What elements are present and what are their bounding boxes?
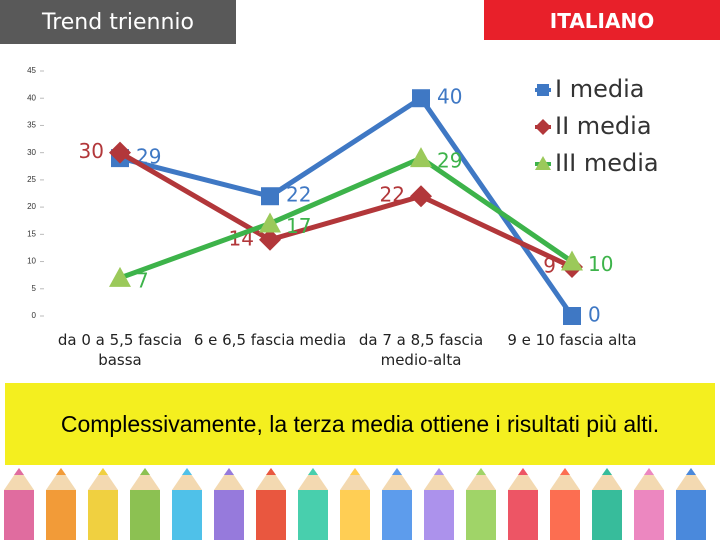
x-tick-label: da 0 a 5,5 fascia bassa bbox=[57, 331, 183, 369]
pencil bbox=[256, 490, 286, 540]
pencil-tip bbox=[172, 468, 202, 490]
data-label: 22 bbox=[380, 183, 405, 207]
marker bbox=[537, 84, 549, 96]
pencil-lead bbox=[518, 468, 528, 475]
pencil-lead bbox=[476, 468, 486, 475]
pencil-tip bbox=[550, 468, 580, 490]
marker bbox=[259, 212, 281, 233]
pencil-tip bbox=[340, 468, 370, 490]
pencil-tip bbox=[214, 468, 244, 490]
marker bbox=[109, 266, 131, 287]
pencil bbox=[88, 490, 118, 540]
marker bbox=[109, 141, 131, 164]
data-label: 7 bbox=[136, 268, 149, 292]
pencil bbox=[46, 490, 76, 540]
y-tick-label: 45 bbox=[27, 66, 36, 75]
data-label: 0 bbox=[588, 303, 601, 327]
pencil bbox=[466, 490, 496, 540]
pencil bbox=[424, 490, 454, 540]
pencil bbox=[4, 490, 34, 540]
pencil-lead bbox=[182, 468, 192, 475]
marker bbox=[563, 307, 581, 325]
series-line bbox=[119, 155, 574, 281]
pencil-lead bbox=[350, 468, 360, 475]
pencil-tip bbox=[592, 468, 622, 490]
data-label: 10 bbox=[588, 252, 613, 276]
pencil bbox=[550, 490, 580, 540]
pencil bbox=[130, 490, 160, 540]
legend-label: II media bbox=[555, 112, 652, 140]
x-tick-label: 6 e 6,5 fascia media bbox=[193, 331, 347, 349]
data-label: 29 bbox=[437, 149, 462, 173]
pencil-tip bbox=[130, 468, 160, 490]
y-tick-label: 10 bbox=[27, 257, 36, 266]
annotation: Complessivamente, la terza media ottiene… bbox=[5, 383, 715, 465]
marker bbox=[535, 119, 551, 135]
pencil bbox=[172, 490, 202, 540]
data-label: 40 bbox=[437, 85, 462, 109]
pencil-lead bbox=[14, 468, 24, 475]
marker bbox=[410, 185, 432, 208]
chart-title: Trend triennio bbox=[0, 0, 236, 44]
series-line bbox=[118, 150, 574, 270]
pencil-tip bbox=[256, 468, 286, 490]
pencil-lead bbox=[224, 468, 234, 475]
pencil-lead bbox=[644, 468, 654, 475]
y-tick-label: 25 bbox=[27, 175, 36, 184]
pencil-tip bbox=[466, 468, 496, 490]
pencil bbox=[634, 490, 664, 540]
marker bbox=[412, 89, 430, 108]
x-tick-label: da 7 a 8,5 fascia medio-alta bbox=[358, 331, 484, 369]
y-tick-label: 35 bbox=[27, 121, 36, 130]
y-tick-label: 0 bbox=[32, 311, 37, 320]
pencil-lead bbox=[602, 468, 612, 475]
pencil-lead bbox=[434, 468, 444, 475]
data-label: 9 bbox=[543, 254, 556, 278]
pencil-tip bbox=[298, 468, 328, 490]
pencil-lead bbox=[686, 468, 696, 475]
x-tick-label: 9 e 10 fascia alta bbox=[507, 331, 637, 349]
data-label: 22 bbox=[286, 183, 311, 207]
pencil-tip bbox=[676, 468, 706, 490]
pencil-lead bbox=[98, 468, 108, 475]
pencil-tip bbox=[634, 468, 664, 490]
legend-label: I media bbox=[555, 75, 644, 103]
marker bbox=[259, 228, 281, 251]
pencil-lead bbox=[266, 468, 276, 475]
data-label: 30 bbox=[79, 139, 104, 163]
pencil-tip bbox=[4, 468, 34, 490]
pencil bbox=[214, 490, 244, 540]
pencil-lead bbox=[560, 468, 570, 475]
pencil-tip bbox=[382, 468, 412, 490]
y-tick-label: 15 bbox=[27, 229, 36, 238]
y-tick-label: 20 bbox=[27, 202, 36, 211]
legend-label: III media bbox=[555, 149, 659, 177]
pencil-lead bbox=[56, 468, 66, 475]
pencil-lead bbox=[392, 468, 402, 475]
pencil bbox=[382, 490, 412, 540]
pencil bbox=[676, 490, 706, 540]
subject-badge: ITALIANO bbox=[484, 0, 720, 40]
pencil-tip bbox=[88, 468, 118, 490]
marker bbox=[535, 156, 551, 170]
pencil-lead bbox=[308, 468, 318, 475]
pencil-lead bbox=[140, 468, 150, 475]
marker bbox=[261, 187, 279, 206]
pencil-tip bbox=[46, 468, 76, 490]
series-line bbox=[119, 95, 575, 318]
pencil bbox=[508, 490, 538, 540]
data-label: 17 bbox=[286, 214, 311, 238]
pencil bbox=[298, 490, 328, 540]
y-tick-label: 5 bbox=[32, 284, 37, 293]
pencil bbox=[340, 490, 370, 540]
pencil-tip bbox=[508, 468, 538, 490]
y-tick-label: 40 bbox=[27, 93, 36, 102]
pencil bbox=[592, 490, 622, 540]
y-tick-label: 30 bbox=[27, 148, 36, 157]
marker bbox=[561, 250, 583, 271]
marker bbox=[410, 147, 432, 168]
pencil-tip bbox=[424, 468, 454, 490]
